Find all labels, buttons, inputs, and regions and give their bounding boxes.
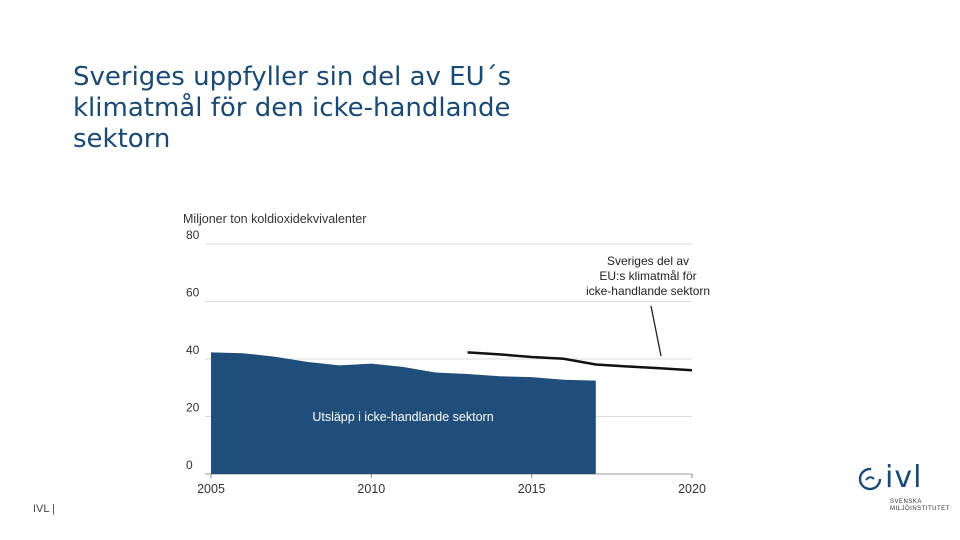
x-tick-label: 2010 <box>357 482 385 496</box>
x-tick-label: 2005 <box>197 482 225 496</box>
target-annotation: Sveriges del av EU:s klimatmål för icke-ha… <box>586 254 710 298</box>
chart-title: Miljoner ton koldioxidekvivalenter <box>183 212 366 226</box>
eu-target-line <box>467 351 693 372</box>
y-tick-label: 40 <box>186 343 200 357</box>
slide-title: Sveriges uppfyller sin del av EU´s klima… <box>73 62 512 155</box>
logo-subtitle: SVENSKA MILJÖINSTITUTET <box>890 499 950 513</box>
emissions-area <box>211 352 596 474</box>
logo-wordmark: ivl <box>885 460 923 495</box>
y-tick-label: 80 <box>186 228 200 242</box>
target-annotation-line: EU:s klimatmål för <box>599 269 696 283</box>
logo-subtitle-line2: MILJÖINSTITUTET <box>890 506 950 512</box>
logo-subtitle-line1: SVENSKA <box>890 499 922 505</box>
target-annotation-line: icke-handlande sektorn <box>586 284 710 298</box>
annotation-arrow <box>650 305 662 357</box>
ivl-logo: ivl SVENSKA MILJÖINSTITUTET <box>858 460 949 522</box>
target-annotation-line: Sveriges del av <box>607 254 689 268</box>
ivl-logo-swirl-icon <box>858 467 882 491</box>
y-tick-label: 60 <box>186 286 200 300</box>
area-label: Utsläpp i icke-handlande sektorn <box>312 410 493 424</box>
footer-label: IVL | <box>33 503 56 515</box>
x-tick-label: 2020 <box>678 482 706 496</box>
y-tick-label: 0 <box>186 458 193 472</box>
x-tick-label: 2015 <box>518 482 546 496</box>
y-tick-label: 20 <box>186 401 200 415</box>
